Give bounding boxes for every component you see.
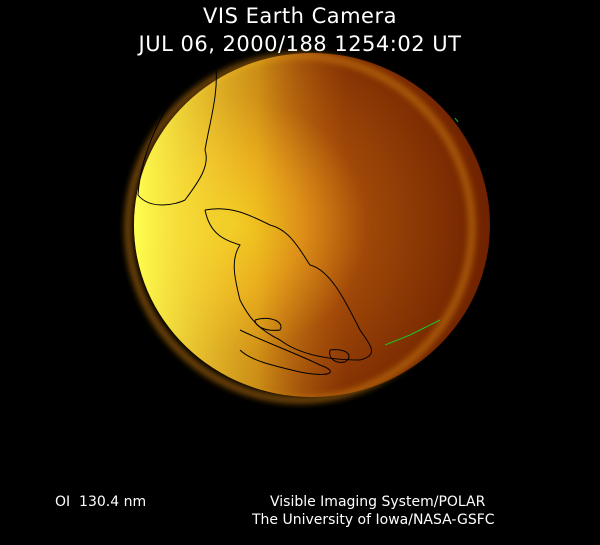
green-overlay [384, 117, 459, 346]
bright-limb [134, 53, 490, 397]
image-title: VIS Earth Camera [203, 4, 397, 28]
image-timestamp: JUL 06, 2000/188 1254:02 UT [138, 32, 462, 56]
coastlines [137, 59, 372, 375]
instrument-label: Visible Imaging System/POLAR [270, 494, 486, 510]
institution-label: The University of Iowa/NASA-GSFC [252, 512, 495, 528]
filter-label: OI 130.4 nm [55, 494, 147, 510]
